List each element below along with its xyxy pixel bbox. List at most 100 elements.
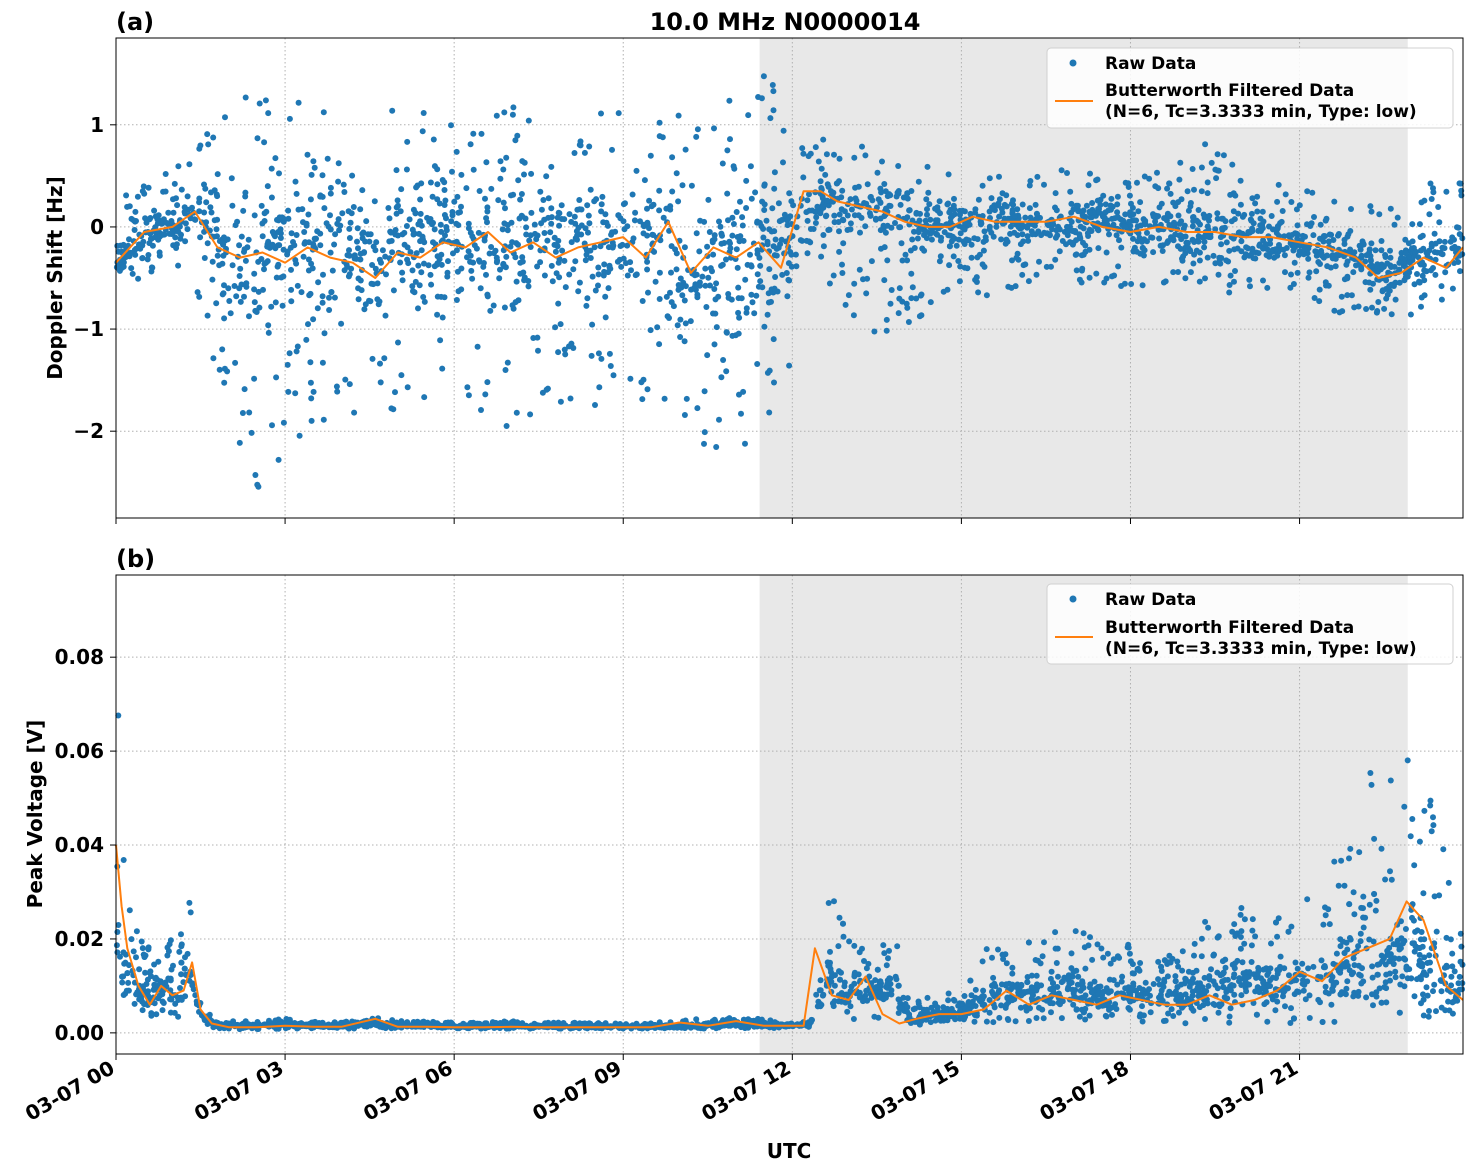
panel-a-raw-point (1038, 232, 1045, 239)
panel-b-raw-point (1344, 978, 1351, 985)
panel-b-raw-point (836, 914, 843, 921)
panel-a-raw-point (818, 165, 825, 172)
panel-a-raw-point (374, 280, 381, 287)
panel-b-raw-point (1331, 858, 1338, 865)
panel-b-raw-point (861, 958, 867, 964)
panel-a-raw-point (1106, 231, 1112, 238)
panel-a-raw-point (327, 184, 334, 191)
panel-a-raw-point (632, 209, 639, 216)
panel-a-raw-point (673, 250, 680, 257)
panel-a-raw-point (902, 251, 909, 258)
panel-a-raw-point (705, 196, 712, 203)
panel-a-raw-point (347, 219, 354, 226)
panel-a-raw-point (956, 278, 963, 285)
panel-a-raw-point (645, 289, 651, 296)
panel-b-raw-point (1457, 958, 1464, 965)
panel-a-raw-point (591, 244, 598, 251)
panel-a-raw-point (1416, 221, 1423, 228)
panel-a-raw-point (213, 226, 220, 233)
panel-a-raw-point (337, 222, 344, 229)
panel-a-raw-point (1358, 264, 1365, 271)
panel-a-raw-point (335, 160, 342, 167)
panel-a-raw-point (1296, 202, 1303, 209)
panel-a-raw-point (725, 217, 731, 224)
panel-b-raw-point (1358, 980, 1365, 987)
panel-a-raw-point (415, 305, 421, 312)
panel-a-raw-point (769, 82, 776, 88)
panel-a-raw-point (1170, 237, 1177, 244)
panel-a-raw-point (258, 202, 265, 209)
panel-a-raw-point (712, 310, 719, 317)
panel-a-raw-point (346, 381, 353, 388)
panel-b-raw-point (187, 909, 194, 916)
panel-a-raw-point (1190, 214, 1196, 221)
panel-a-raw-point (292, 390, 299, 397)
panel-b-raw-point (1226, 1019, 1233, 1026)
panel-a-raw-point (646, 197, 653, 204)
panel-a-raw-point (644, 219, 651, 226)
panel-a-raw-point (425, 262, 432, 269)
panel-b-raw-point (1155, 976, 1162, 983)
panel-a-raw-point (1064, 170, 1070, 176)
panel-b-raw-point (1106, 976, 1113, 983)
panel-a-raw-point (555, 209, 562, 216)
panel-a-raw-point (629, 191, 636, 198)
panel-a-raw-point (253, 309, 260, 315)
panel-a-raw-point (240, 207, 247, 214)
panel-a-raw-point (465, 392, 472, 399)
panel-a-raw-point (329, 267, 336, 274)
panel-b-raw-point (1249, 927, 1256, 934)
panel-a-raw-point (162, 171, 169, 177)
panel-a-raw-point (996, 173, 1002, 180)
panel-b-raw-point (1383, 999, 1390, 1006)
panel-b-raw-point (1368, 781, 1375, 788)
panel-a-raw-point (586, 143, 593, 150)
panel-b-raw-point (1387, 868, 1393, 875)
panel-a-raw-point (269, 422, 275, 429)
panel-b-raw-point (1039, 953, 1046, 960)
panel-b-raw-point (143, 981, 150, 987)
panel-b-raw-point (1240, 970, 1247, 977)
panel-b-raw-point (136, 966, 143, 973)
panel-a-raw-point (1238, 238, 1245, 245)
panel-a-raw-point (163, 219, 170, 226)
panel-b-raw-point (940, 1017, 947, 1024)
panel-a-raw-point (763, 217, 770, 224)
panel-a-raw-point (1449, 285, 1456, 292)
panel-a-raw-point (718, 262, 725, 269)
panel-a-raw-point (679, 182, 686, 189)
panel-b-raw-point (139, 945, 146, 952)
panel-a-raw-point (135, 275, 142, 282)
panel-a-raw-point (681, 338, 688, 345)
panel-a-raw-point (1336, 309, 1343, 316)
panel-b-raw-point (1350, 889, 1357, 896)
panel-a-raw-point (468, 267, 475, 274)
panel-b-raw-point (1003, 1001, 1010, 1008)
panel-a-raw-point (883, 205, 889, 212)
panel-b-grid (115, 575, 1463, 1054)
panel-a-raw-point (771, 285, 778, 292)
panel-a-raw-point (867, 212, 874, 219)
panel-a-raw-point (251, 270, 258, 277)
panel-a-raw-point (1103, 249, 1110, 256)
panel-a-raw-point (656, 207, 663, 214)
panel-a-raw-point (578, 206, 585, 213)
panel-b-raw-point (1448, 982, 1455, 989)
panel-b-raw-point (1427, 967, 1434, 974)
panel-a-raw-point (923, 229, 930, 235)
panel-a-raw-point (1195, 207, 1202, 213)
panel-a-raw-point (309, 265, 316, 272)
panel-a-raw-point (336, 227, 343, 234)
panel-a-raw-point (652, 278, 659, 285)
panel-b-raw-point (170, 962, 176, 969)
panel-a-raw-point (595, 271, 602, 278)
panel-b-raw-point (1356, 849, 1363, 856)
panel-b-raw-point (1168, 1006, 1175, 1013)
panel-a-raw-point (683, 395, 690, 402)
panel-a-raw-point (812, 220, 819, 226)
panel-a-raw-point (275, 242, 282, 249)
panel-b-raw-point (1088, 989, 1095, 996)
panel-a-raw-point (113, 264, 120, 271)
panel-a-raw-point (605, 285, 612, 292)
panel-a-raw-point (1196, 278, 1203, 285)
